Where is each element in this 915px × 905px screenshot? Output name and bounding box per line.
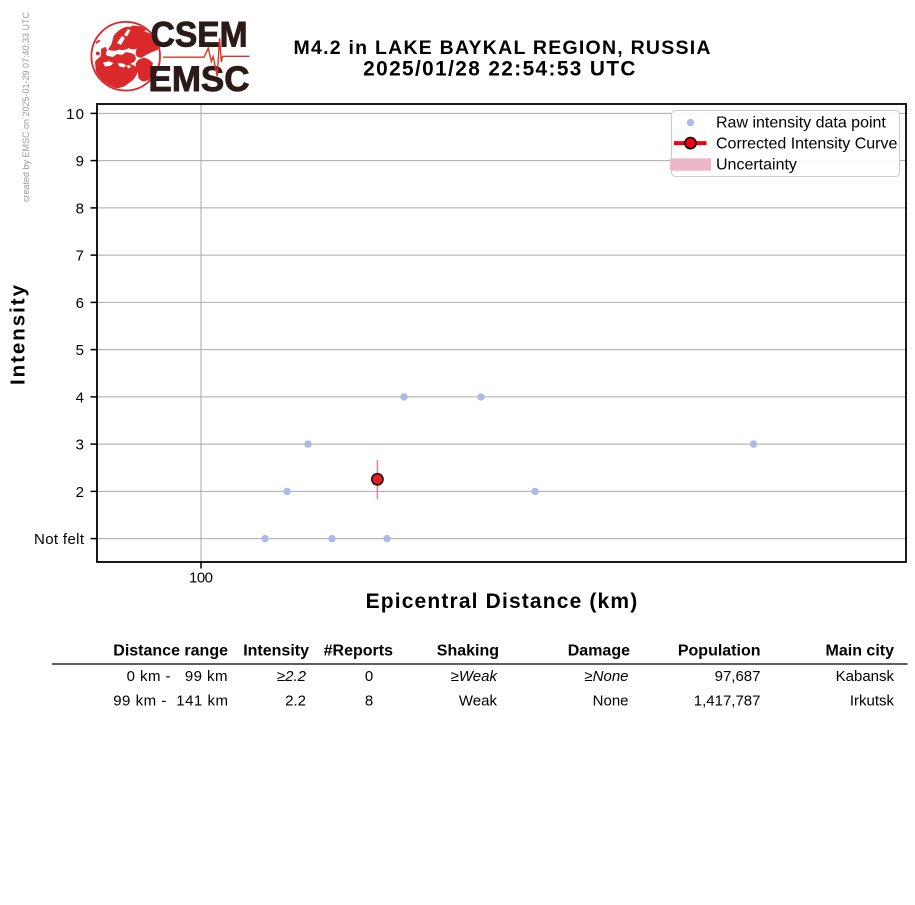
svg-text:2: 2 [76,484,84,501]
svg-text:Epicentral Distance (km): Epicentral Distance (km) [366,590,638,613]
svg-text:Intensity: Intensity [6,284,29,385]
svg-text:None: None [593,693,629,710]
svg-text:≥None: ≥None [584,668,628,685]
svg-text:5: 5 [76,342,84,359]
svg-text:2.2: 2.2 [285,693,306,710]
svg-text:Raw intensity data point: Raw intensity data point [716,114,886,131]
svg-text:Distance range: Distance range [113,643,228,660]
svg-text:Weak: Weak [459,693,498,710]
svg-text:#Reports: #Reports [324,643,393,660]
svg-text:Damage: Damage [568,643,630,660]
svg-text:Intensity: Intensity [243,643,309,660]
svg-text:≥2.2: ≥2.2 [277,668,307,685]
svg-text:9: 9 [76,153,84,170]
svg-text:0: 0 [365,668,373,685]
svg-text:Population: Population [678,643,761,660]
svg-text:Not felt: Not felt [34,531,85,548]
svg-text:Irkutsk: Irkutsk [850,693,895,710]
svg-text:Kabansk: Kabansk [836,668,895,685]
svg-text:8: 8 [76,200,84,217]
svg-text:created by EMSC on 2025-01-29: created by EMSC on 2025-01-29 07:40:33 U… [21,12,31,202]
svg-text:EMSC: EMSC [149,60,250,99]
svg-text:Shaking: Shaking [437,643,499,660]
svg-text:100: 100 [189,570,213,587]
svg-text:6: 6 [76,295,84,312]
svg-text:2025/01/28 22:54:53 UTC: 2025/01/28 22:54:53 UTC [363,58,635,81]
svg-text:Corrected Intensity Curve: Corrected Intensity Curve [716,136,898,153]
svg-text:0 km - 99 km: 0 km - 99 km [127,668,228,685]
svg-text:8: 8 [365,693,373,710]
svg-text:Main city: Main city [826,643,895,660]
svg-text:CSEM: CSEM [151,15,248,54]
svg-text:97,687: 97,687 [715,668,761,685]
svg-text:≥Weak: ≥Weak [451,668,499,685]
svg-text:1,417,787: 1,417,787 [694,693,761,710]
svg-text:M4.2 in LAKE BAYKAL REGION, RU: M4.2 in LAKE BAYKAL REGION, RUSSIA [294,37,711,59]
svg-text:7: 7 [76,248,84,265]
svg-text:3: 3 [76,437,84,454]
svg-text:Uncertainty: Uncertainty [716,156,797,173]
svg-text:4: 4 [76,389,84,406]
svg-text:10: 10 [66,106,84,123]
svg-text:99 km - 141 km: 99 km - 141 km [113,693,228,710]
